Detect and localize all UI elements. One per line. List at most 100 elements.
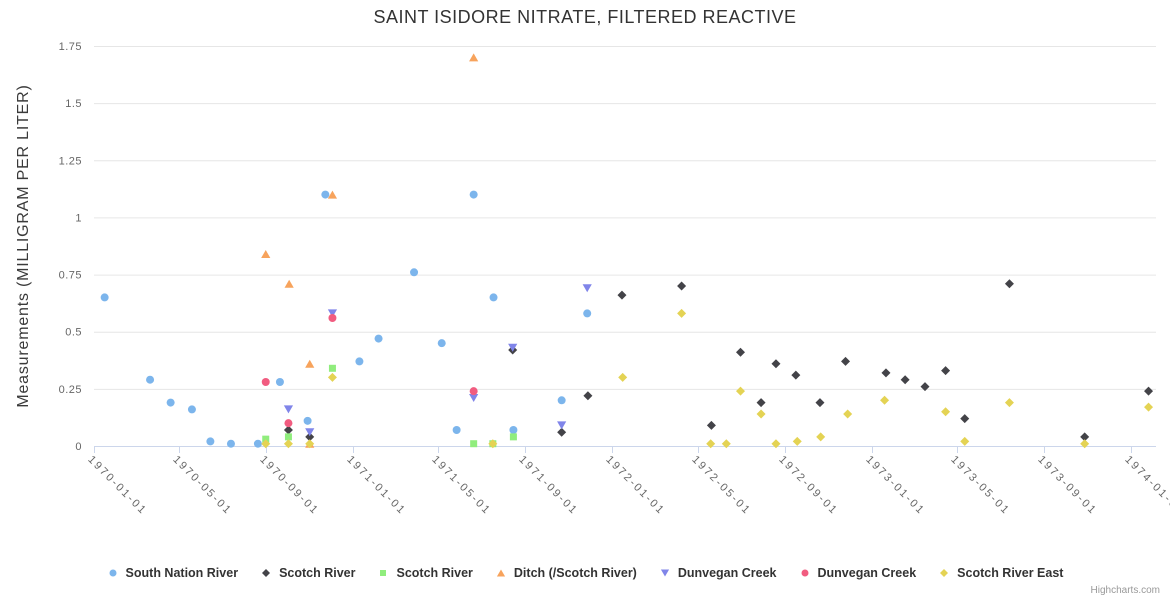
data-point[interactable] — [355, 357, 364, 366]
data-point[interactable] — [816, 432, 826, 442]
data-point[interactable] — [469, 394, 479, 402]
data-point[interactable] — [489, 293, 498, 302]
legend-item[interactable]: Dunvegan Creek — [659, 566, 777, 580]
data-point[interactable] — [557, 396, 566, 405]
y-tick-label: 1.5 — [65, 98, 82, 110]
data-point[interactable] — [469, 190, 478, 199]
data-point[interactable] — [284, 279, 294, 288]
data-point[interactable] — [677, 308, 687, 318]
data-point[interactable] — [275, 378, 284, 386]
data-point[interactable] — [284, 419, 293, 428]
data-point[interactable] — [509, 433, 517, 441]
data-point[interactable] — [146, 375, 155, 384]
data-point[interactable] — [756, 409, 766, 419]
data-point[interactable] — [815, 398, 825, 408]
data-point[interactable] — [960, 414, 970, 424]
legend-item[interactable]: Scotch River — [377, 566, 473, 580]
x-tick-label: 1973-01-01 — [863, 454, 927, 518]
data-point[interactable] — [771, 439, 781, 449]
plot-area: 0 0.25 0.5 0.75 1 1.25 1.5 1.75 1970-01-01 1970-0… — [59, 41, 1170, 518]
data-point[interactable] — [1004, 279, 1014, 289]
x-tick-label: 1971-09-01 — [516, 454, 580, 518]
data-point[interactable] — [706, 439, 716, 449]
data-point[interactable] — [469, 53, 479, 62]
x-tick-label: 1973-05-01 — [948, 454, 1012, 518]
data-point[interactable] — [283, 405, 294, 414]
data-point[interactable] — [735, 386, 745, 396]
data-point[interactable] — [677, 281, 687, 291]
data-point[interactable] — [792, 436, 802, 446]
data-point[interactable] — [166, 398, 175, 407]
data-point[interactable] — [756, 398, 766, 408]
legend-item[interactable]: Dunvegan Creek — [799, 566, 916, 580]
data-point[interactable] — [469, 387, 478, 396]
data-point[interactable] — [284, 433, 292, 441]
data-point[interactable] — [374, 334, 383, 343]
data-point[interactable] — [880, 395, 890, 405]
legend-item[interactable]: South Nation River — [107, 566, 238, 580]
data-point[interactable] — [100, 293, 109, 302]
data-point[interactable] — [920, 382, 930, 392]
data-point[interactable] — [327, 372, 337, 382]
data-point[interactable] — [941, 366, 951, 376]
data-point[interactable] — [261, 378, 270, 386]
data-point[interactable] — [262, 435, 270, 443]
data-point[interactable] — [327, 309, 338, 318]
data-point[interactable] — [900, 375, 910, 385]
data-point[interactable] — [1144, 386, 1154, 396]
data-point[interactable] — [283, 439, 293, 449]
data-point[interactable] — [1004, 398, 1014, 408]
data-point[interactable] — [583, 391, 593, 401]
x-tick-label: 1970-01-01 — [85, 454, 149, 518]
data-point[interactable] — [437, 339, 446, 348]
credits-link[interactable]: Highcharts.com — [1090, 585, 1160, 596]
data-point[interactable] — [582, 284, 592, 293]
data-point[interactable] — [617, 290, 627, 300]
data-point[interactable] — [771, 359, 781, 369]
data-point[interactable] — [1144, 402, 1154, 412]
data-point[interactable] — [328, 364, 336, 372]
data-point[interactable] — [509, 426, 518, 434]
data-point[interactable] — [557, 427, 567, 437]
data-point[interactable] — [470, 440, 478, 448]
legend-item[interactable]: Scotch River East — [938, 566, 1063, 580]
data-point[interactable] — [721, 439, 731, 449]
data-point[interactable] — [706, 420, 716, 430]
data-point[interactable] — [305, 432, 315, 442]
data-point[interactable] — [452, 426, 461, 434]
data-point[interactable] — [261, 439, 271, 449]
data-point[interactable] — [618, 372, 628, 382]
data-point[interactable] — [583, 309, 592, 318]
legend-label: Ditch (/Scotch River) — [513, 566, 637, 580]
data-point[interactable] — [1080, 439, 1090, 449]
data-point[interactable] — [941, 407, 951, 417]
data-point[interactable] — [321, 190, 330, 199]
data-point[interactable] — [328, 314, 337, 322]
data-point[interactable] — [327, 190, 338, 199]
data-point[interactable] — [283, 425, 293, 435]
data-point[interactable] — [488, 439, 498, 449]
data-point[interactable] — [843, 409, 853, 419]
data-point[interactable] — [557, 421, 567, 430]
data-point[interactable] — [187, 405, 196, 414]
legend-marker-triangle-icon — [496, 569, 506, 577]
data-point[interactable] — [960, 436, 970, 446]
legend-item[interactable]: Ditch (/Scotch River) — [495, 566, 637, 580]
data-point[interactable] — [303, 416, 312, 425]
data-point[interactable] — [305, 359, 315, 368]
data-point[interactable] — [791, 370, 801, 380]
legend-item[interactable]: Scotch River — [260, 566, 355, 580]
data-point[interactable] — [735, 347, 745, 357]
data-point[interactable] — [881, 368, 891, 378]
data-point[interactable] — [305, 428, 315, 437]
data-point[interactable] — [253, 439, 262, 448]
data-point[interactable] — [1080, 432, 1090, 442]
data-point[interactable] — [508, 343, 518, 352]
data-point[interactable] — [206, 437, 215, 446]
data-point[interactable] — [305, 439, 315, 449]
data-point[interactable] — [410, 268, 419, 277]
data-point[interactable] — [841, 356, 851, 366]
data-point[interactable] — [261, 250, 271, 258]
data-point[interactable] — [226, 439, 235, 448]
